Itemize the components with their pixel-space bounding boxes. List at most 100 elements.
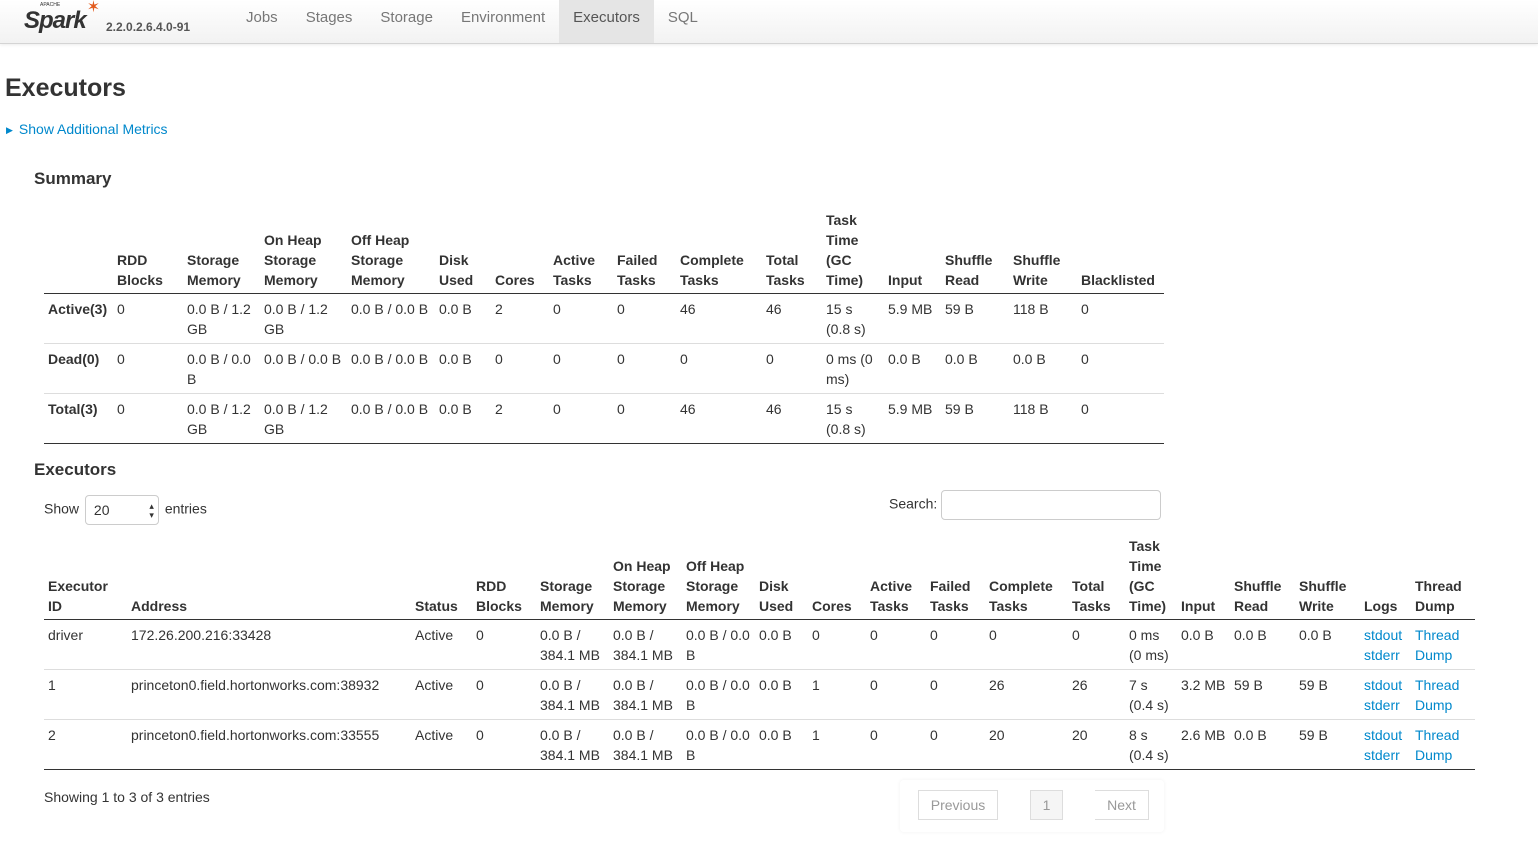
table-cell: 0: [472, 719, 536, 770]
page-1-button[interactable]: 1: [1030, 790, 1063, 820]
pagination: Previous 1 Next: [900, 780, 1164, 832]
tab-storage[interactable]: Storage: [380, 9, 433, 26]
column-header[interactable]: Off Heap Storage Memory: [682, 536, 755, 620]
column-header[interactable]: Logs: [1360, 536, 1411, 620]
table-cell: 3.2 MB: [1177, 669, 1230, 720]
tab-sql[interactable]: SQL: [667, 9, 698, 26]
table-cell: 172.26.200.216:33428: [127, 619, 411, 670]
page-size-control: Show 20 ▴ ▾ entries: [44, 495, 207, 525]
column-header[interactable]: Storage Memory: [183, 210, 260, 294]
table-cell: 0.0 B / 0.0 B: [682, 619, 755, 670]
column-header[interactable]: Blacklisted: [1077, 210, 1164, 294]
column-header[interactable]: Total Tasks: [762, 210, 822, 294]
summary-title: Summary: [34, 169, 112, 188]
column-header[interactable]: Off Heap Storage Memory: [347, 210, 435, 294]
page-size-select[interactable]: 20 ▴ ▾: [84, 495, 159, 525]
thread-dump-cell: Thread Dump: [1411, 619, 1475, 670]
navbar: APACHE Spark ✶ 2.2.0.2.6.4.0-91 Jobs Stag…: [0, 0, 1538, 44]
logs-cell: stdout stderr: [1360, 719, 1411, 770]
thread-dump-link[interactable]: Thread Dump: [1415, 727, 1460, 763]
tab-stages[interactable]: Stages: [305, 9, 353, 26]
column-header[interactable]: Cores: [808, 536, 866, 620]
column-header[interactable]: Cores: [491, 210, 549, 294]
column-header[interactable]: Shuffle Read: [941, 210, 1009, 294]
tab-jobs[interactable]: Jobs: [246, 9, 278, 26]
summary-cell: 0: [491, 343, 549, 394]
column-header[interactable]: Storage Memory: [536, 536, 609, 620]
table-cell: 0: [866, 669, 926, 720]
column-header[interactable]: Executor ID: [44, 536, 127, 620]
log-link-stderr[interactable]: stderr: [1364, 747, 1400, 763]
column-header[interactable]: Shuffle Write: [1295, 536, 1360, 620]
table-cell: 0.0 B / 0.0 B: [682, 719, 755, 770]
log-link-stdout[interactable]: stdout: [1364, 727, 1403, 743]
column-header[interactable]: Task Time (GC Time): [822, 210, 884, 294]
thread-dump-link[interactable]: Thread Dump: [1415, 627, 1460, 663]
column-header[interactable]: RDD Blocks: [472, 536, 536, 620]
table-cell: 59 B: [1295, 669, 1360, 720]
column-header[interactable]: Input: [884, 210, 941, 294]
column-header[interactable]: [44, 210, 113, 294]
column-header[interactable]: Complete Tasks: [985, 536, 1068, 620]
column-header[interactable]: Status: [411, 536, 472, 620]
column-header[interactable]: On Heap Storage Memory: [260, 210, 347, 294]
summary-cell: 0: [113, 293, 183, 344]
column-header[interactable]: Thread Dump: [1411, 536, 1475, 620]
column-header[interactable]: Total Tasks: [1068, 536, 1125, 620]
log-link-stderr[interactable]: stderr: [1364, 697, 1400, 713]
table-cell: 1: [808, 669, 866, 720]
logs-cell: stdout stderr: [1360, 619, 1411, 670]
column-header[interactable]: Input: [1177, 536, 1230, 620]
summary-row: Dead(0) 0 0.0 B / 0.0 B 0.0 B / 0.0 B 0.0 B …: [44, 343, 1164, 394]
summary-cell: Dead(0): [44, 343, 113, 394]
summary-cell: 0: [1077, 293, 1164, 344]
summary-cell: 0.0 B: [884, 343, 941, 394]
table-cell: 0.0 B: [1177, 619, 1230, 670]
summary-cell: 46: [676, 293, 762, 344]
next-button[interactable]: Next: [1095, 790, 1149, 820]
summary-cell: 0 ms (0 ms): [822, 343, 884, 394]
tab-executors[interactable]: Executors: [559, 0, 654, 43]
summary-cell: 0.0 B: [941, 343, 1009, 394]
previous-button[interactable]: Previous: [918, 790, 998, 820]
column-header[interactable]: Shuffle Read: [1230, 536, 1295, 620]
column-header[interactable]: On Heap Storage Memory: [609, 536, 682, 620]
summary-cell: 0.0 B / 0.0 B: [260, 343, 347, 394]
spark-logo[interactable]: APACHE Spark ✶: [24, 0, 100, 34]
table-cell: 0.0 B / 384.1 MB: [609, 619, 682, 670]
column-header[interactable]: Task Time (GC Time): [1125, 536, 1177, 620]
search-input[interactable]: [941, 490, 1162, 520]
logo-sub: APACHE: [40, 2, 61, 8]
table-cell: 1: [44, 669, 127, 720]
column-header[interactable]: Failed Tasks: [613, 210, 676, 294]
logs-cell: stdout stderr: [1360, 669, 1411, 720]
summary-cell: 2: [491, 393, 549, 444]
table-cell: 0: [1068, 619, 1125, 670]
column-header[interactable]: Disk Used: [755, 536, 808, 620]
thread-dump-link[interactable]: Thread Dump: [1415, 677, 1460, 713]
summary-cell: 0: [113, 343, 183, 394]
summary-cell: Total(3): [44, 393, 113, 444]
summary-cell: 0.0 B / 0.0 B: [183, 343, 260, 394]
column-header[interactable]: Failed Tasks: [926, 536, 985, 620]
log-link-stdout[interactable]: stdout: [1364, 677, 1403, 693]
column-header[interactable]: Disk Used: [435, 210, 491, 294]
log-link-stdout[interactable]: stdout: [1364, 627, 1403, 643]
show-additional-metrics[interactable]: ▶ Show Additional Metrics: [6, 121, 168, 137]
column-header[interactable]: Active Tasks: [866, 536, 926, 620]
thread-dump-cell: Thread Dump: [1411, 719, 1475, 770]
summary-cell: 118 B: [1009, 393, 1077, 444]
column-header[interactable]: Shuffle Write: [1009, 210, 1077, 294]
table-cell: 0.0 B / 384.1 MB: [609, 719, 682, 770]
tab-environment[interactable]: Environment: [460, 9, 546, 26]
log-link-stderr[interactable]: stderr: [1364, 647, 1400, 663]
table-cell: driver: [44, 619, 127, 670]
column-header[interactable]: Complete Tasks: [676, 210, 762, 294]
table-cell: 20: [1068, 719, 1125, 770]
summary-cell: 0: [549, 343, 613, 394]
summary-cell: 0: [613, 343, 676, 394]
column-header[interactable]: Address: [127, 536, 411, 620]
column-header[interactable]: Active Tasks: [549, 210, 613, 294]
column-header[interactable]: RDD Blocks: [113, 210, 183, 294]
summary-cell: 0.0 B / 1.2 GB: [260, 293, 347, 344]
